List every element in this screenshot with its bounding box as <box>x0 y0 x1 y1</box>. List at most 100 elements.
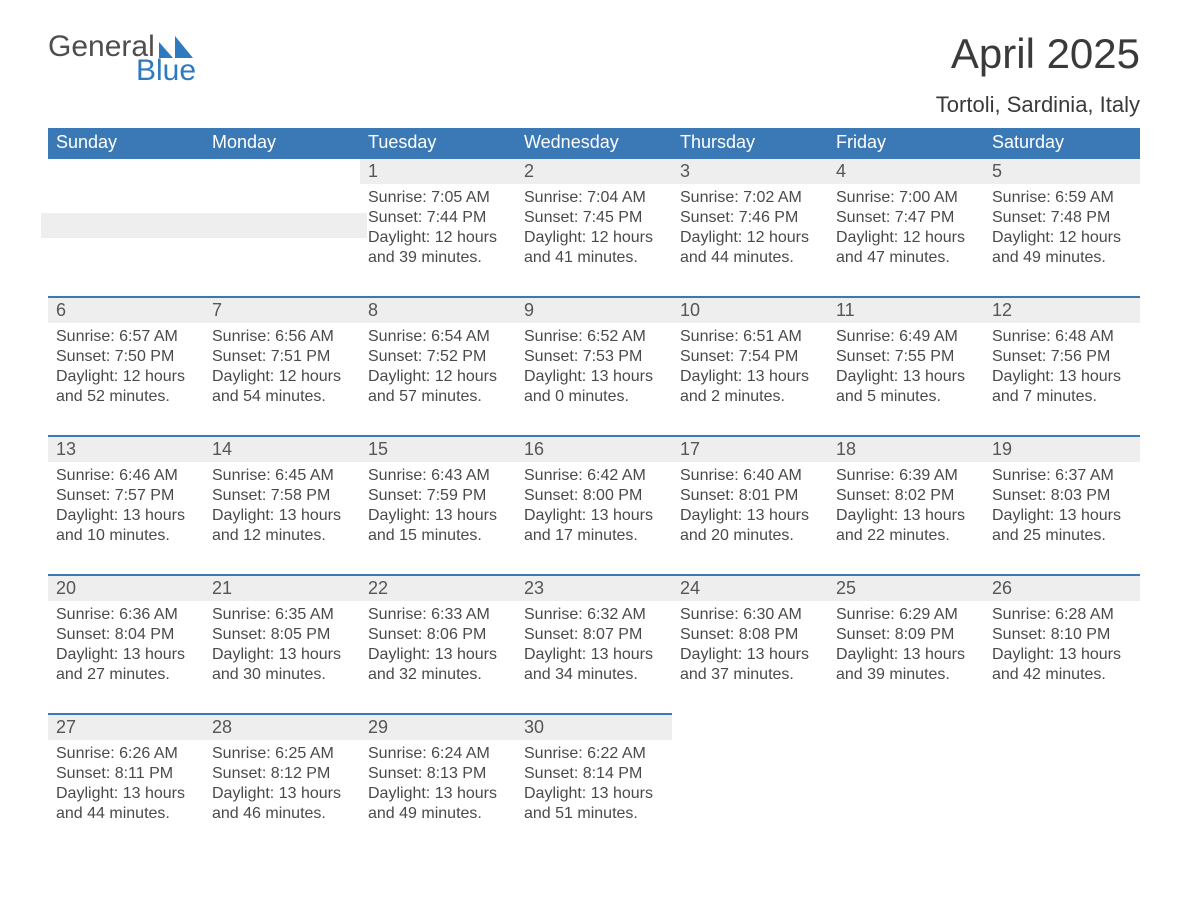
day-number: 20 <box>48 576 204 601</box>
day-info: Sunrise: 6:25 AMSunset: 8:12 PMDaylight:… <box>212 744 352 824</box>
day-info: Sunrise: 6:51 AMSunset: 7:54 PMDaylight:… <box>680 327 820 407</box>
day-info: Sunrise: 6:45 AMSunset: 7:58 PMDaylight:… <box>212 466 352 546</box>
day-info: Sunrise: 6:59 AMSunset: 7:48 PMDaylight:… <box>992 188 1132 268</box>
day-cell: 10 Sunrise: 6:51 AMSunset: 7:54 PMDayligh… <box>672 297 828 436</box>
location: Tortoli, Sardinia, Italy <box>936 92 1140 118</box>
day-cell: 28 Sunrise: 6:25 AMSunset: 8:12 PMDayligh… <box>204 714 360 852</box>
day-cell: 13 Sunrise: 6:46 AMSunset: 7:57 PMDayligh… <box>48 436 204 575</box>
day-cell: 14Sunrise: 6:45 AMSunset: 7:58 PMDayligh… <box>204 436 360 575</box>
day-number: 29 <box>360 715 516 740</box>
day-cell: 26 Sunrise: 6:28 AMSunset: 8:10 PMDayligh… <box>984 575 1140 714</box>
day-info: Sunrise: 6:57 AMSunset: 7:50 PMDaylight:… <box>56 327 196 407</box>
day-info: Sunrise: 6:42 AMSunset: 8:00 PMDaylight:… <box>524 466 664 546</box>
day-info: Sunrise: 6:37 AMSunset: 8:03 PMDaylight:… <box>992 466 1132 546</box>
dow-tuesday: Tuesday <box>360 128 516 158</box>
day-info: Sunrise: 7:04 AMSunset: 7:45 PMDaylight:… <box>524 188 664 268</box>
day-cell: 2 Sunrise: 7:04 AMSunset: 7:45 PMDaylight… <box>516 158 672 297</box>
day-info: Sunrise: 6:33 AMSunset: 8:06 PMDaylight:… <box>368 605 508 685</box>
day-number: 16 <box>516 437 672 462</box>
page-header: General Blue April 2025 Tortoli, Sardini… <box>48 30 1140 118</box>
day-number: 6 <box>48 298 204 323</box>
day-number: 19 <box>984 437 1140 462</box>
dow-sunday: Sunday <box>48 128 204 158</box>
day-info: Sunrise: 6:40 AMSunset: 8:01 PMDaylight:… <box>680 466 820 546</box>
day-cell: 9 Sunrise: 6:52 AMSunset: 7:53 PMDaylight… <box>516 297 672 436</box>
day-number: 22 <box>360 576 516 601</box>
day-number: 30 <box>516 715 672 740</box>
day-cell: 3 Sunrise: 7:02 AMSunset: 7:46 PMDaylight… <box>672 158 828 297</box>
dow-friday: Friday <box>828 128 984 158</box>
day-number: 28 <box>204 715 360 740</box>
day-number: 12 <box>984 298 1140 323</box>
day-cell: 25 Sunrise: 6:29 AMSunset: 8:09 PMDayligh… <box>828 575 984 714</box>
day-info: Sunrise: 6:48 AMSunset: 7:56 PMDaylight:… <box>992 327 1132 407</box>
day-number: 9 <box>516 298 672 323</box>
day-cell: 18 Sunrise: 6:39 AMSunset: 8:02 PMDayligh… <box>828 436 984 575</box>
day-info: Sunrise: 7:02 AMSunset: 7:46 PMDaylight:… <box>680 188 820 268</box>
day-number: 15 <box>360 437 516 462</box>
day-number: 11 <box>828 298 984 323</box>
day-number: 4 <box>828 159 984 184</box>
logo: General Blue <box>48 30 196 88</box>
day-cell: 23 Sunrise: 6:32 AMSunset: 8:07 PMDayligh… <box>516 575 672 714</box>
day-info: Sunrise: 6:28 AMSunset: 8:10 PMDaylight:… <box>992 605 1132 685</box>
day-cell: 27 Sunrise: 6:26 AMSunset: 8:11 PMDayligh… <box>48 714 204 852</box>
day-info: Sunrise: 7:00 AMSunset: 7:47 PMDaylight:… <box>836 188 976 268</box>
day-cell: 1 Sunrise: 7:05 AMSunset: 7:44 PMDaylight… <box>360 158 516 297</box>
day-number: 8 <box>360 298 516 323</box>
day-cell: 6 Sunrise: 6:57 AMSunset: 7:50 PMDaylight… <box>48 297 204 436</box>
day-number: 3 <box>672 159 828 184</box>
calendar-table: Sunday Monday Tuesday Wednesday Thursday… <box>48 128 1140 852</box>
day-cell: 22 Sunrise: 6:33 AMSunset: 8:06 PMDayligh… <box>360 575 516 714</box>
day-cell: 19 Sunrise: 6:37 AMSunset: 8:03 PMDayligh… <box>984 436 1140 575</box>
day-cell: 20Sunrise: 6:36 AMSunset: 8:04 PMDayligh… <box>48 575 204 714</box>
day-cell: 4 Sunrise: 7:00 AMSunset: 7:47 PMDaylight… <box>828 158 984 297</box>
day-number: 23 <box>516 576 672 601</box>
day-number: 17 <box>672 437 828 462</box>
day-info: Sunrise: 6:24 AMSunset: 8:13 PMDaylight:… <box>368 744 508 824</box>
day-number: 21 <box>204 576 360 601</box>
month-title: April 2025 <box>936 30 1140 78</box>
day-cell: 12 Sunrise: 6:48 AMSunset: 7:56 PMDayligh… <box>984 297 1140 436</box>
day-cell: 15 Sunrise: 6:43 AMSunset: 7:59 PMDayligh… <box>360 436 516 575</box>
day-cell: 21 Sunrise: 6:35 AMSunset: 8:05 PMDayligh… <box>204 575 360 714</box>
dow-wednesday: Wednesday <box>516 128 672 158</box>
day-cell: 8 Sunrise: 6:54 AMSunset: 7:52 PMDaylight… <box>360 297 516 436</box>
day-number: 25 <box>828 576 984 601</box>
day-info: Sunrise: 7:05 AMSunset: 7:44 PMDaylight:… <box>368 188 508 268</box>
dow-thursday: Thursday <box>672 128 828 158</box>
day-number: 1 <box>360 159 516 184</box>
day-cell: 16 Sunrise: 6:42 AMSunset: 8:00 PMDayligh… <box>516 436 672 575</box>
day-info: Sunrise: 6:56 AMSunset: 7:51 PMDaylight:… <box>212 327 352 407</box>
day-cell: 29 Sunrise: 6:24 AMSunset: 8:13 PMDayligh… <box>360 714 516 852</box>
day-number: 10 <box>672 298 828 323</box>
day-number: 5 <box>984 159 1140 184</box>
day-number: 24 <box>672 576 828 601</box>
day-cell: 11Sunrise: 6:49 AMSunset: 7:55 PMDayligh… <box>828 297 984 436</box>
weekday-header-row: Sunday Monday Tuesday Wednesday Thursday… <box>48 128 1140 158</box>
day-cell: 7 Sunrise: 6:56 AMSunset: 7:51 PMDaylight… <box>204 297 360 436</box>
day-number: 2 <box>516 159 672 184</box>
day-cell: 30 Sunrise: 6:22 AMSunset: 8:14 PMDayligh… <box>516 714 672 852</box>
day-info: Sunrise: 6:54 AMSunset: 7:52 PMDaylight:… <box>368 327 508 407</box>
day-info: Sunrise: 6:32 AMSunset: 8:07 PMDaylight:… <box>524 605 664 685</box>
day-number: 18 <box>828 437 984 462</box>
day-number: 26 <box>984 576 1140 601</box>
day-cell: 17 Sunrise: 6:40 AMSunset: 8:01 PMDayligh… <box>672 436 828 575</box>
day-info: Sunrise: 6:22 AMSunset: 8:14 PMDaylight:… <box>524 744 664 824</box>
day-info: Sunrise: 6:29 AMSunset: 8:09 PMDaylight:… <box>836 605 976 685</box>
day-number: 13 <box>48 437 204 462</box>
day-info: Sunrise: 6:26 AMSunset: 8:11 PMDaylight:… <box>56 744 196 824</box>
logo-word2: Blue <box>136 54 196 88</box>
day-cell: 5 Sunrise: 6:59 AMSunset: 7:48 PMDaylight… <box>984 158 1140 297</box>
day-info: Sunrise: 6:46 AMSunset: 7:57 PMDaylight:… <box>56 466 196 546</box>
dow-monday: Monday <box>204 128 360 158</box>
day-number: 7 <box>204 298 360 323</box>
day-info: Sunrise: 6:39 AMSunset: 8:02 PMDaylight:… <box>836 466 976 546</box>
dow-saturday: Saturday <box>984 128 1140 158</box>
day-info: Sunrise: 6:52 AMSunset: 7:53 PMDaylight:… <box>524 327 664 407</box>
day-info: Sunrise: 6:30 AMSunset: 8:08 PMDaylight:… <box>680 605 820 685</box>
day-number: 27 <box>48 715 204 740</box>
day-info: Sunrise: 6:43 AMSunset: 7:59 PMDaylight:… <box>368 466 508 546</box>
day-info: Sunrise: 6:35 AMSunset: 8:05 PMDaylight:… <box>212 605 352 685</box>
